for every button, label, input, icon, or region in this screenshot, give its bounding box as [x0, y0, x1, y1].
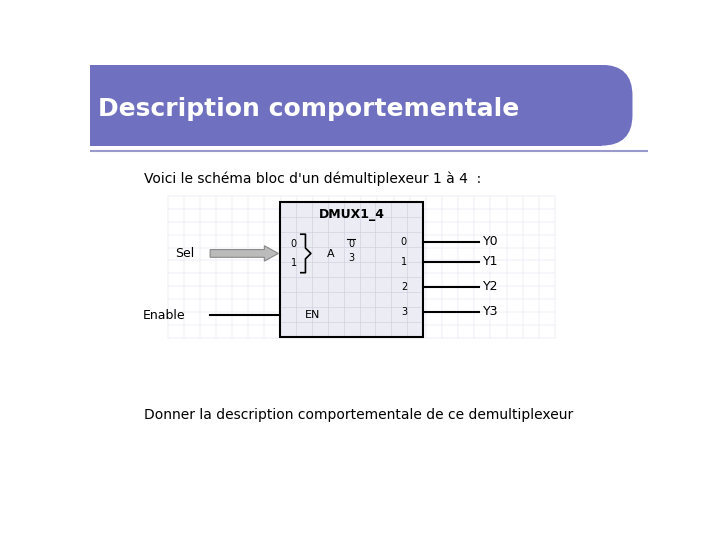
- Text: Y0: Y0: [483, 235, 498, 248]
- Text: 3: 3: [401, 307, 407, 317]
- Text: Donner la description comportementale de ce demultiplexeur: Donner la description comportementale de…: [144, 408, 574, 422]
- Polygon shape: [210, 246, 279, 261]
- Bar: [280, 202, 423, 336]
- Text: 1: 1: [401, 257, 407, 267]
- Bar: [280, 202, 423, 336]
- Text: 0: 0: [401, 237, 407, 247]
- Text: DMUX1_4: DMUX1_4: [318, 208, 384, 221]
- Text: 0: 0: [348, 239, 354, 249]
- Bar: [90, 65, 601, 146]
- Text: EN: EN: [305, 310, 320, 320]
- Text: Y3: Y3: [483, 306, 498, 319]
- Text: Description comportementale: Description comportementale: [98, 97, 519, 122]
- Text: 1: 1: [291, 259, 297, 268]
- FancyBboxPatch shape: [90, 65, 632, 146]
- Text: 3: 3: [348, 253, 354, 263]
- Text: A: A: [326, 249, 334, 259]
- Text: Y2: Y2: [483, 280, 498, 293]
- Text: Y1: Y1: [483, 255, 498, 268]
- Text: Voici le schéma bloc d'un démultiplexeur 1 à 4  :: Voici le schéma bloc d'un démultiplexeur…: [144, 172, 482, 186]
- Text: 0: 0: [291, 239, 297, 249]
- Bar: [90, 65, 168, 146]
- Text: Sel: Sel: [175, 247, 194, 260]
- Text: 2: 2: [401, 281, 407, 292]
- Text: Enable: Enable: [143, 308, 185, 321]
